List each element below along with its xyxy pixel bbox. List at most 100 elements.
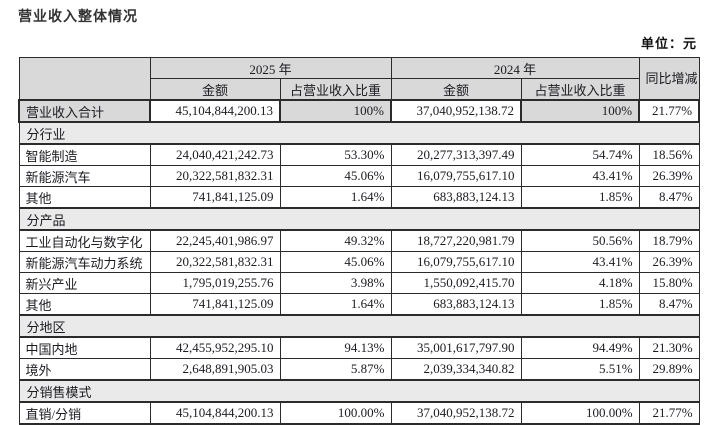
pct-2024: 100.00% — [520, 401, 640, 425]
unit-label: 单位：元 — [640, 36, 697, 51]
amount-2024: 20,277,313,397.49 — [390, 143, 522, 166]
pct-2025: 94.13% — [279, 336, 392, 359]
amount-2024: 18,727,220,981.79 — [390, 229, 522, 252]
amount-2024: 1,550,092,415.70 — [390, 272, 522, 294]
table-row: 智能制造 24,040,421,242.73 53.30% 20,277,313,39… — [18, 143, 700, 166]
amount-2025: 24,040,421,242.73 — [149, 143, 281, 166]
amount-2025: 45,104,844,200.13 — [149, 401, 281, 425]
amount-2025: 22,245,401,986.97 — [149, 229, 281, 252]
corner-cell — [18, 57, 151, 101]
amount-2024: 37,040,952,138.72 — [390, 401, 522, 425]
year-2024-header: 2024 年 — [390, 57, 640, 79]
amount-2025: 42,455,952,295.10 — [149, 336, 281, 359]
pct-2024: 94.49% — [520, 336, 640, 359]
row-label: 新能源汽车动力系统 — [18, 251, 151, 273]
year-2025-header: 2025 年 — [149, 57, 392, 79]
yoy-value: 26.39% — [638, 165, 700, 187]
amount-2024: 2,039,334,340.82 — [390, 358, 522, 381]
table-row: 营业收入合计 45,104,844,200.13 100% 37,040,952,13… — [18, 99, 701, 123]
row-label: 智能制造 — [18, 143, 151, 166]
header-row-years: 2025 年 2024 年 同比增减 — [18, 57, 700, 101]
pct-2024: 5.51% — [520, 358, 640, 381]
header-row-metrics: 金额 占营业收入比重 金额 占营业收入比重 — [19, 78, 699, 101]
amount-2025: 20,322,581,832.31 — [149, 165, 281, 187]
pct-2024: 43.41% — [520, 251, 640, 273]
pct-2024: 1.85% — [520, 186, 640, 209]
yoy-value: 8.47% — [638, 293, 700, 316]
yoy-value: 8.47% — [638, 186, 700, 209]
pct-2024: 100% — [520, 99, 641, 123]
yoy-value: 15.80% — [638, 272, 700, 294]
pct-2024: 54.74% — [520, 143, 640, 166]
table-row: 中国内地 42,455,952,295.10 94.13% 35,001,617,79… — [18, 336, 700, 359]
yoy-value: 26.39% — [638, 251, 700, 273]
table-body: 营业收入合计 45,104,844,200.13 100% 37,040,952,13… — [18, 99, 701, 425]
section-label: 分销售模式 — [18, 379, 700, 403]
amount-2025: 741,841,125.09 — [149, 293, 281, 316]
row-label: 境外 — [18, 358, 151, 381]
share-2024-header: 占营业收入比重 — [520, 78, 640, 101]
amount-2024-header: 金额 — [390, 78, 522, 101]
pct-2025: 3.98% — [279, 272, 392, 294]
table-row: 直销/分销 45,104,844,200.13 100.00% 37,040,952,… — [18, 401, 700, 425]
table-row: 工业自动化与数字化 22,245,401,986.97 49.32% 18,727,2… — [18, 229, 700, 252]
pct-2024: 43.41% — [520, 165, 640, 187]
page-title: 营业收入整体情况 — [18, 10, 138, 25]
table-row: 新兴产业 1,795,019,255.76 3.98% 1,550,092,415.7… — [18, 272, 700, 294]
section-row: 分产品 — [18, 207, 700, 231]
amount-2024: 35,001,617,797.90 — [390, 336, 522, 359]
revenue-table: 2025 年 2024 年 同比增减 金额 占营业收入比重 金额 占营业收入比重… — [18, 57, 701, 425]
yoy-header: 同比增减 — [638, 57, 700, 101]
yoy-value: 18.79% — [638, 229, 700, 252]
section-row: 分地区 — [18, 314, 700, 338]
pct-2025: 53.30% — [279, 143, 392, 166]
row-label: 其他 — [18, 293, 151, 316]
table-row: 其他 741,841,125.09 1.64% 683,883,124.13 1.85%… — [18, 186, 700, 209]
pct-2025: 100% — [278, 99, 393, 123]
share-2025-header: 占营业收入比重 — [279, 78, 392, 101]
pct-2024: 4.18% — [520, 272, 640, 294]
amount-2025-header: 金额 — [149, 78, 281, 101]
yoy-value: 18.56% — [638, 143, 700, 166]
row-label: 新能源汽车 — [18, 165, 151, 187]
pct-2025: 1.64% — [279, 293, 392, 316]
amount-2024: 37,040,952,138.72 — [390, 99, 523, 123]
row-label: 营业收入合计 — [18, 99, 151, 123]
yoy-value: 21.30% — [638, 336, 700, 359]
section-label: 分地区 — [18, 314, 700, 338]
section-row: 分行业 — [18, 121, 700, 145]
amount-2024: 16,079,755,617.10 — [390, 165, 522, 187]
table-header: 2025 年 2024 年 同比增减 金额 占营业收入比重 金额 占营业收入比重 — [18, 57, 700, 101]
table-row: 新能源汽车动力系统 20,322,581,832.31 45.06% 16,079,7… — [18, 251, 700, 273]
yoy-value: 29.89% — [638, 358, 700, 381]
pct-2024: 1.85% — [520, 293, 640, 316]
row-label: 中国内地 — [18, 336, 151, 359]
pct-2024: 50.56% — [520, 229, 640, 252]
table-row: 新能源汽车 20,322,581,832.31 45.06% 16,079,755,6… — [18, 165, 700, 187]
amount-2024: 683,883,124.13 — [390, 293, 522, 316]
pct-2025: 100.00% — [279, 401, 392, 425]
row-label: 新兴产业 — [18, 272, 151, 294]
amount-2024: 16,079,755,617.10 — [390, 251, 522, 273]
report-page: 营业收入整体情况 单位：元 2025 年 2024 年 同比增减 金额 占营业收… — [18, 10, 701, 425]
amount-2025: 741,841,125.09 — [149, 186, 281, 209]
pct-2025: 45.06% — [279, 251, 392, 273]
yoy-value: 21.77% — [638, 99, 701, 123]
row-label: 工业自动化与数字化 — [18, 229, 151, 252]
pct-2025: 49.32% — [279, 229, 392, 252]
amount-2025: 2,648,891,905.03 — [149, 358, 281, 381]
amount-2024: 683,883,124.13 — [390, 186, 522, 209]
row-label: 其他 — [18, 186, 151, 209]
section-label: 分产品 — [18, 207, 700, 231]
pct-2025: 45.06% — [279, 165, 392, 187]
section-row: 分销售模式 — [18, 379, 700, 403]
amount-2025: 1,795,019,255.76 — [149, 272, 281, 294]
section-label: 分行业 — [18, 121, 700, 145]
table-row: 其他 741,841,125.09 1.64% 683,883,124.13 1.85%… — [18, 293, 700, 316]
pct-2025: 5.87% — [279, 358, 392, 381]
amount-2025: 20,322,581,832.31 — [149, 251, 281, 273]
table-row: 境外 2,648,891,905.03 5.87% 2,039,334,340.82 5… — [18, 358, 700, 381]
yoy-value: 21.77% — [638, 401, 700, 425]
amount-2025: 45,104,844,200.13 — [149, 99, 281, 123]
row-label: 直销/分销 — [18, 401, 151, 425]
